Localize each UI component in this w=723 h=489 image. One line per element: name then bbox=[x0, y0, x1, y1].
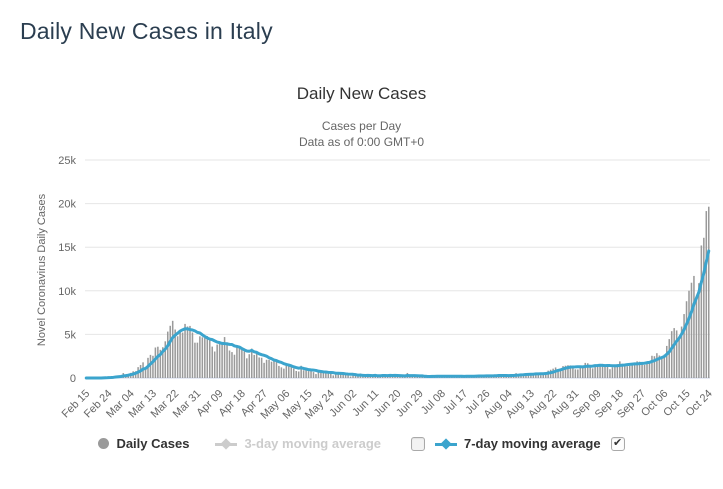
svg-text:25k: 25k bbox=[58, 155, 76, 167]
ma7-line bbox=[84, 249, 711, 380]
legend-item-3day-avg[interactable]: 3-day moving average bbox=[215, 436, 381, 451]
daily-cases-bars bbox=[97, 206, 710, 379]
page-title: Daily New Cases in Italy bbox=[20, 18, 273, 44]
svg-text:Jul 17: Jul 17 bbox=[441, 388, 470, 417]
ma3-line-marker-icon bbox=[215, 437, 238, 450]
legend-label-3day-avg: 3-day moving average bbox=[244, 436, 381, 451]
svg-text:5k: 5k bbox=[64, 329, 76, 341]
svg-text:20k: 20k bbox=[58, 199, 76, 211]
gridlines bbox=[85, 159, 710, 379]
chart-title: Daily New Cases bbox=[296, 84, 427, 103]
chart-subtitle-line2: Data as of 0:00 GMT+0 bbox=[298, 135, 425, 149]
svg-text:0: 0 bbox=[70, 373, 76, 385]
daily-cases-marker-icon bbox=[98, 438, 110, 449]
daily-cases-chart-plot[interactable]: Novel Coronavirus Daily Cases Feb 15Feb … bbox=[0, 150, 723, 432]
svg-text:Jul 08: Jul 08 bbox=[419, 388, 448, 417]
svg-text:15k: 15k bbox=[58, 242, 76, 254]
chart-subtitle: Cases per Day Data as of 0:00 GMT+0 bbox=[0, 118, 723, 150]
legend-label-daily-cases: Daily Cases bbox=[116, 436, 190, 451]
legend-label-7day-avg: 7-day moving average bbox=[464, 436, 601, 451]
y-axis-labels: 0 5k 10k 15k 20k 25k bbox=[58, 155, 76, 385]
legend-item-daily-cases[interactable]: Daily Cases bbox=[98, 436, 189, 451]
legend-item-7day-avg[interactable]: 7-day moving average bbox=[435, 436, 601, 451]
ma3-visibility-checkbox[interactable] bbox=[411, 436, 425, 451]
chart-legend: Daily Cases 3-day moving average 7-day m… bbox=[0, 436, 723, 451]
ma7-visibility-checkbox[interactable] bbox=[610, 436, 625, 451]
chart-subtitle-line1: Cases per Day bbox=[321, 119, 402, 133]
y-axis-title: Novel Coronavirus Daily Cases bbox=[36, 193, 48, 346]
ma7-line-marker-icon bbox=[435, 437, 457, 450]
svg-text:10k: 10k bbox=[58, 286, 76, 298]
